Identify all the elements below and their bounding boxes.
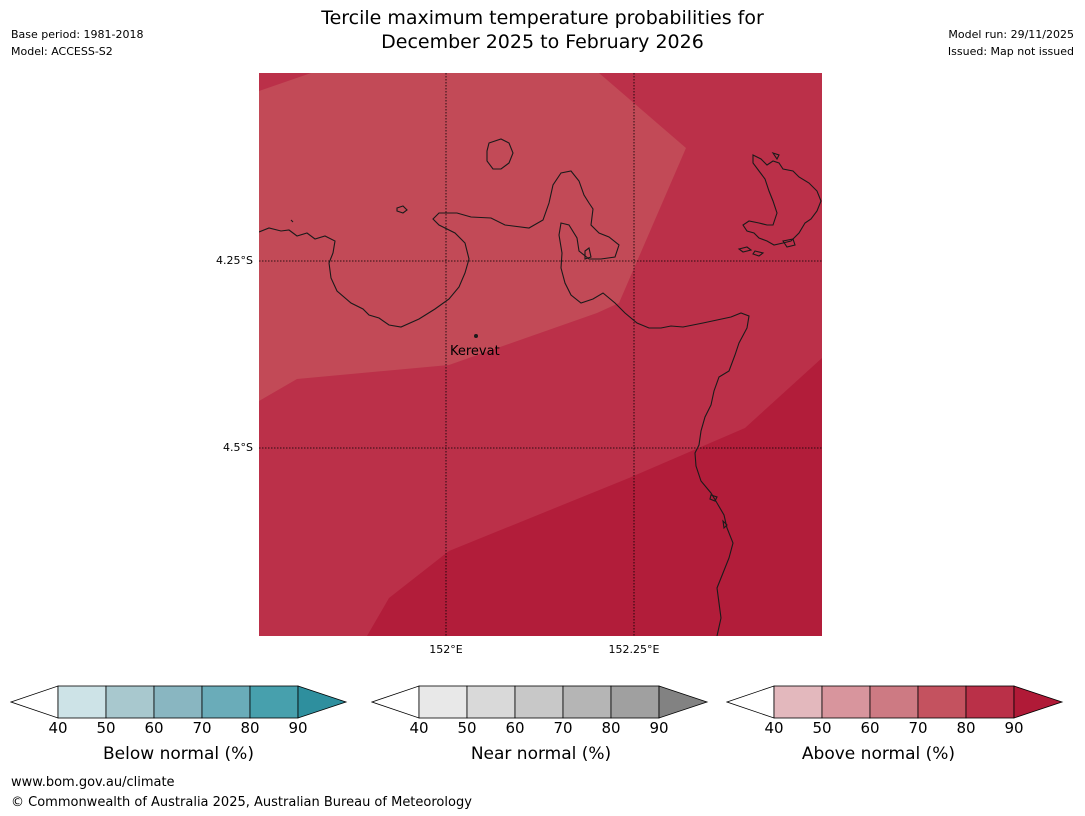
above-colorbar-segment [917, 685, 967, 719]
near-colorbar-extend-high [658, 685, 709, 719]
above-colorbar-segment [869, 685, 919, 719]
above-colorbar-extend-low [726, 685, 775, 719]
near-colorbar-tick: 70 [553, 719, 573, 737]
colorbar-below-label: Below normal (%) [103, 744, 254, 764]
issued-status: Issued: Map not issued [947, 45, 1074, 58]
model-name: Model: ACCESS-S2 [11, 45, 113, 58]
near-colorbar-tick: 50 [457, 719, 477, 737]
duke-islet-b [752, 250, 765, 257]
colorbar-above [726, 685, 1064, 719]
header-left: Base period: 1981-2018 Model: ACCESS-S2 [11, 26, 143, 60]
header-right: Model run: 29/11/2025 Issued: Map not is… [948, 26, 1074, 60]
below-colorbar-segment [201, 685, 251, 719]
above-colorbar-extend-high [1013, 685, 1064, 719]
coastlines [259, 138, 822, 636]
near-colorbar-tick: 80 [601, 719, 621, 737]
below-colorbar-tick: 80 [240, 719, 260, 737]
colorbar-near [371, 685, 709, 719]
duke-islet-a [737, 246, 753, 253]
near-colorbar-segment [418, 685, 468, 719]
east-coast-islet-2 [722, 519, 728, 530]
lake-outline [584, 247, 592, 260]
above-colorbar-tick: 80 [956, 719, 976, 737]
footer-url: www.bom.gov.au/climate [11, 775, 175, 790]
near-colorbar-segment [466, 685, 516, 719]
above-colorbar-segment [965, 685, 1015, 719]
below-colorbar-segment [153, 685, 203, 719]
footer-copyright: © Commonwealth of Australia 2025, Austra… [11, 795, 472, 810]
gazelle-coast [259, 170, 750, 636]
below-colorbar-extend-low [10, 685, 59, 719]
near-colorbar-tick: 60 [505, 719, 525, 737]
near-colorbar-tick: 90 [649, 719, 669, 737]
above-colorbar-tick: 70 [908, 719, 928, 737]
kerevat-label: Kerevat [450, 344, 500, 359]
below-colorbar-tick: 50 [96, 719, 116, 737]
title-line-1: Tercile maximum temperature probabilitie… [321, 7, 764, 29]
below-colorbar-segment [57, 685, 107, 719]
east-coast-islet-1 [709, 494, 718, 502]
below-colorbar-segment [249, 685, 299, 719]
above-colorbar-segment [773, 685, 823, 719]
below-colorbar-segment [105, 685, 155, 719]
watom-island [486, 138, 514, 170]
lon-label-152: 152°E [429, 643, 463, 656]
zone-60-70 [259, 73, 686, 401]
below-colorbar-tick: 60 [144, 719, 164, 737]
title-line-2: December 2025 to February 2026 [381, 31, 704, 53]
colorbar-near-label: Near normal (%) [470, 744, 612, 764]
below-colorbar-tick: 70 [192, 719, 212, 737]
above-colorbar-tick: 40 [764, 719, 784, 737]
probability-map: Kerevat [259, 73, 822, 636]
below-colorbar-tick: 90 [288, 719, 308, 737]
above-colorbar-segment [821, 685, 871, 719]
base-period: Base period: 1981-2018 [11, 28, 144, 41]
colorbar-above-label: Above normal (%) [801, 744, 956, 764]
graticule [259, 73, 822, 636]
colorbar-below [10, 685, 348, 719]
above-colorbar-tick: 60 [860, 719, 880, 737]
map-title: Tercile maximum temperature probabilitie… [0, 6, 1085, 54]
duke-islet-c [782, 238, 796, 248]
near-colorbar-tick: 40 [409, 719, 429, 737]
kerevat-marker [474, 334, 478, 338]
below-colorbar-tick: 40 [48, 719, 68, 737]
near-colorbar-extend-low [371, 685, 420, 719]
small-islet-2 [290, 219, 294, 223]
lon-label-152-25: 152.25°E [608, 643, 660, 656]
lat-label-4-25: 4.25°S [216, 254, 253, 267]
lat-label-4-5: 4.5°S [223, 441, 253, 454]
small-islet-1 [396, 205, 408, 214]
near-colorbar-segment [562, 685, 612, 719]
model-run: Model run: 29/11/2025 [948, 28, 1074, 41]
above-colorbar-tick: 50 [812, 719, 832, 737]
above-colorbar-tick: 90 [1004, 719, 1024, 737]
near-colorbar-segment [610, 685, 660, 719]
duke-islet-d [771, 151, 780, 161]
below-colorbar-extend-high [297, 685, 348, 719]
near-colorbar-segment [514, 685, 564, 719]
duke-of-york-islands [742, 154, 822, 246]
